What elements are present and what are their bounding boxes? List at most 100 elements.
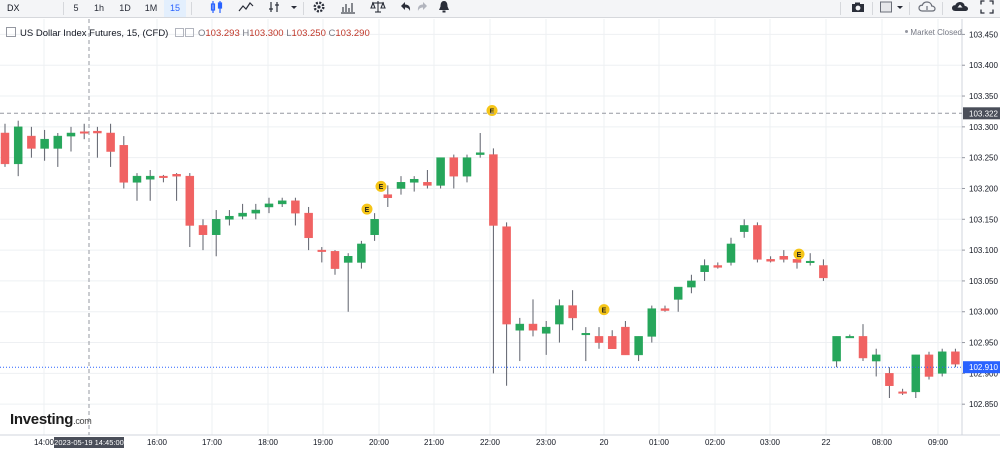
logo-name: Investing (10, 411, 74, 428)
time-tick-label: 23:00 (536, 438, 557, 447)
chart-toolbar: DX 5 1h 1D 1M 15 (0, 0, 1000, 18)
time-tick-label: 21:00 (424, 438, 445, 447)
event-marker-icon (598, 304, 610, 316)
candle-down (0, 132, 10, 165)
candle-up (581, 333, 591, 336)
candle-down (304, 212, 313, 239)
candle-up (700, 265, 709, 272)
price-tick-label: 103.450 (969, 30, 998, 39)
interval-1m-button[interactable]: 1M (144, 3, 158, 13)
interval-1h-button[interactable]: 1h (93, 3, 104, 13)
chevron-down-icon[interactable] (895, 0, 905, 17)
price-chart[interactable]: E E E E E 103.450 103.400 103.350 103.300 103.250… (0, 19, 1000, 449)
interval-5-button[interactable]: 5 (73, 3, 79, 13)
candle-down (185, 175, 195, 226)
interval-15-button[interactable]: 15 (164, 0, 186, 17)
event-marker-label: E (797, 252, 802, 259)
price-tick-label: 103.150 (969, 215, 998, 224)
symbol-input[interactable]: DX (7, 3, 20, 13)
compare-icon[interactable] (266, 0, 282, 17)
legend-close-icon[interactable] (185, 28, 194, 37)
time-tick-label: 08:00 (872, 438, 893, 447)
scales-icon[interactable] (368, 0, 388, 17)
candle-up (264, 203, 274, 208)
undo-icon[interactable] (396, 0, 414, 17)
candle-down (423, 182, 432, 186)
event-marker-label: E (490, 108, 495, 115)
candle-down (172, 174, 181, 177)
candle-up (211, 219, 221, 235)
collapse-legend-icon[interactable] (6, 27, 16, 37)
time-tick-label: 03:00 (760, 438, 781, 447)
fullscreen-icon[interactable] (978, 0, 996, 17)
candle-up (739, 225, 749, 232)
time-tick-label: 14:00 (34, 438, 55, 447)
candle-up (409, 178, 419, 183)
toolbar-divider (909, 2, 910, 15)
candle-up (396, 182, 406, 189)
status-dot-icon (905, 30, 909, 33)
time-tick-label: 19:00 (313, 438, 334, 447)
candle-down (79, 131, 89, 134)
candle-up (911, 354, 921, 393)
cloud-save-icon[interactable] (948, 0, 972, 17)
candle-down (607, 336, 617, 349)
candle-up (238, 212, 247, 217)
time-tick-label: 17:00 (202, 438, 223, 447)
price-tick-label: 103.350 (969, 92, 998, 101)
candle-down (660, 308, 670, 311)
instrument-title: US Dollar Index Futures, 15, (CFD) (20, 28, 169, 39)
alert-bell-icon[interactable] (435, 0, 453, 17)
candle-down (159, 175, 168, 178)
candle-style-icon[interactable] (207, 0, 227, 17)
event-marker-label: E (365, 207, 370, 214)
investing-logo: Investing.com (10, 411, 92, 428)
toolbar-divider (303, 2, 304, 15)
price-tick-label: 103.250 (969, 154, 998, 163)
candle-down (779, 256, 789, 260)
current-price-box (963, 361, 1000, 374)
toolbar-divider (872, 2, 873, 15)
legend-settings-icon[interactable] (175, 28, 184, 37)
market-status: Market Closed (905, 28, 962, 37)
toolbar-divider (840, 2, 841, 15)
price-tick-label: 103.300 (969, 123, 998, 132)
candle-up (343, 256, 353, 263)
time-tick-label: 20:00 (369, 438, 390, 447)
chart-legend: US Dollar Index Futures, 15, (CFD) O103.… (6, 27, 370, 39)
candle-down (449, 157, 459, 177)
logo-suffix: .com (73, 416, 92, 426)
candle-up (277, 200, 287, 205)
candle-up (687, 280, 696, 288)
candle-up (357, 243, 366, 263)
high-label: H (242, 28, 250, 39)
layout-square-icon[interactable] (878, 0, 894, 17)
camera-icon[interactable] (849, 0, 867, 17)
chevron-down-icon[interactable] (289, 0, 299, 17)
cloud-load-icon[interactable] (916, 0, 938, 17)
event-marker-icon (375, 180, 387, 192)
candle-down (317, 249, 327, 252)
time-tick-label: 22 (822, 438, 831, 447)
open-value: 103.293 (205, 28, 240, 39)
candle-up (475, 152, 485, 155)
price-tick-label: 102.950 (969, 339, 998, 348)
settings-gear-icon[interactable] (310, 0, 328, 17)
candle-up (805, 260, 815, 263)
candle-up (66, 132, 76, 137)
toolbar-divider (63, 2, 64, 15)
redo-icon[interactable] (414, 0, 432, 17)
price-tick-label: 103.100 (969, 246, 998, 255)
candle-up (132, 175, 142, 183)
candle-down (528, 323, 538, 331)
high-value: 103.300 (249, 28, 284, 39)
templates-icon[interactable] (338, 0, 358, 17)
interval-1d-button[interactable]: 1D (119, 3, 131, 13)
indicators-icon[interactable] (236, 0, 256, 17)
close-label: C (328, 28, 336, 39)
candle-up (370, 219, 379, 235)
candle-down (898, 391, 907, 394)
candle-down (119, 145, 129, 183)
candle-down (330, 251, 340, 269)
candle-down (27, 135, 36, 149)
